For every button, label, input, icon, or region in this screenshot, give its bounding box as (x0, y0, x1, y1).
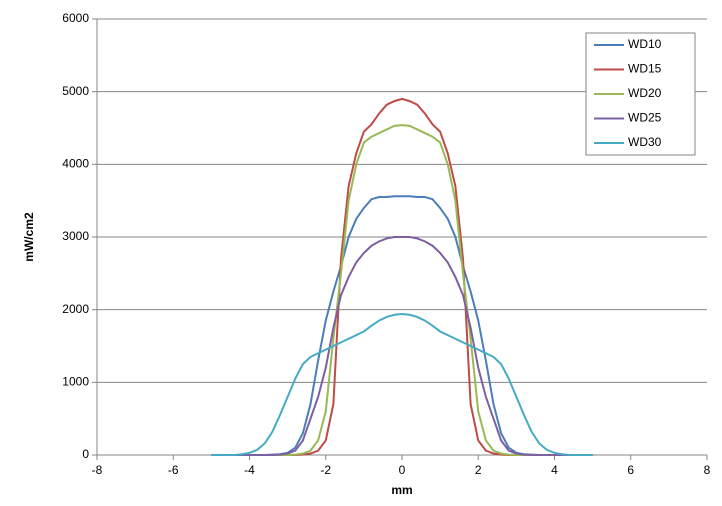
y-tick-label: 2000 (62, 302, 89, 316)
x-tick-label: 8 (704, 463, 711, 477)
legend-label: WD30 (628, 135, 662, 149)
x-tick-label: 6 (627, 463, 634, 477)
x-tick-label: -4 (244, 463, 255, 477)
x-tick-label: -2 (320, 463, 331, 477)
x-tick-label: 4 (551, 463, 558, 477)
y-tick-label: 0 (82, 447, 89, 461)
y-tick-label: 4000 (62, 157, 89, 171)
x-tick-label: -8 (92, 463, 103, 477)
x-tick-label: 2 (475, 463, 482, 477)
y-tick-label: 6000 (62, 11, 89, 25)
x-axis-title: mm (391, 483, 412, 497)
y-axis-title: mW/cm2 (22, 212, 36, 262)
y-tick-label: 5000 (62, 84, 89, 98)
data-line (211, 313, 593, 456)
legend-label: WD15 (628, 62, 662, 76)
data-line (211, 97, 593, 456)
data-line (211, 236, 593, 456)
legend-label: WD20 (628, 86, 662, 100)
y-tick-label: 1000 (62, 375, 89, 389)
y-tick-label: 3000 (62, 229, 89, 243)
x-tick-label: -6 (168, 463, 179, 477)
data-line (211, 195, 593, 456)
legend-label: WD10 (628, 37, 662, 51)
data-line (211, 124, 593, 456)
legend-label: WD25 (628, 111, 662, 125)
x-tick-label: 0 (399, 463, 406, 477)
